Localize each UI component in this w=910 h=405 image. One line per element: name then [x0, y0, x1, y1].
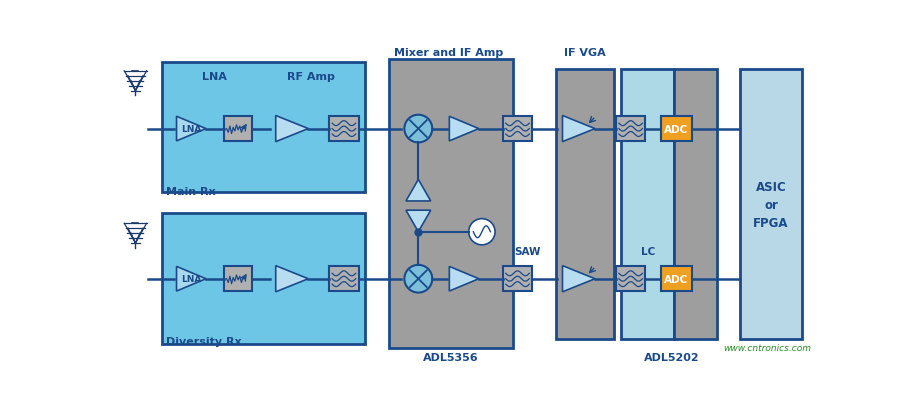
Polygon shape: [450, 267, 479, 291]
Bar: [555, 70, 613, 339]
Bar: [616, 117, 645, 141]
Text: LNA: LNA: [181, 125, 201, 134]
Bar: [661, 117, 692, 141]
Circle shape: [404, 265, 432, 293]
Bar: [329, 267, 359, 291]
Text: LNA: LNA: [181, 275, 201, 284]
Bar: [616, 267, 645, 291]
Text: SAW: SAW: [514, 246, 541, 256]
Circle shape: [469, 219, 495, 245]
Text: ADL5356: ADL5356: [423, 352, 479, 362]
Bar: [162, 214, 365, 344]
Polygon shape: [406, 211, 430, 232]
Text: www.cntronics.com: www.cntronics.com: [723, 343, 811, 352]
Text: ADC: ADC: [664, 124, 689, 134]
Text: IF VGA: IF VGA: [564, 48, 606, 58]
Text: LNA: LNA: [202, 72, 227, 82]
Polygon shape: [177, 267, 206, 291]
Bar: [661, 267, 692, 291]
Bar: [674, 70, 717, 339]
Polygon shape: [406, 180, 430, 201]
Bar: [224, 117, 252, 141]
Text: Main Rx: Main Rx: [167, 186, 216, 196]
Polygon shape: [276, 266, 308, 292]
Polygon shape: [177, 117, 206, 141]
Text: Mixer and IF Amp: Mixer and IF Amp: [394, 48, 503, 58]
Text: RF Amp: RF Amp: [288, 72, 335, 82]
Bar: [224, 267, 252, 291]
Text: LC: LC: [642, 246, 655, 256]
Polygon shape: [562, 116, 595, 142]
Text: ADC: ADC: [664, 274, 689, 284]
Bar: [329, 117, 359, 141]
Polygon shape: [562, 266, 595, 292]
Polygon shape: [276, 116, 308, 142]
Bar: [622, 70, 674, 339]
Bar: [389, 60, 513, 348]
Text: ASIC
or
FPGA: ASIC or FPGA: [753, 180, 789, 229]
Text: Diversity Rx: Diversity Rx: [167, 337, 242, 347]
Text: ADL5202: ADL5202: [644, 352, 700, 362]
Bar: [162, 62, 365, 193]
Polygon shape: [450, 117, 479, 141]
Circle shape: [404, 115, 432, 143]
Bar: [503, 117, 532, 141]
Bar: [503, 267, 532, 291]
Bar: [740, 70, 802, 339]
